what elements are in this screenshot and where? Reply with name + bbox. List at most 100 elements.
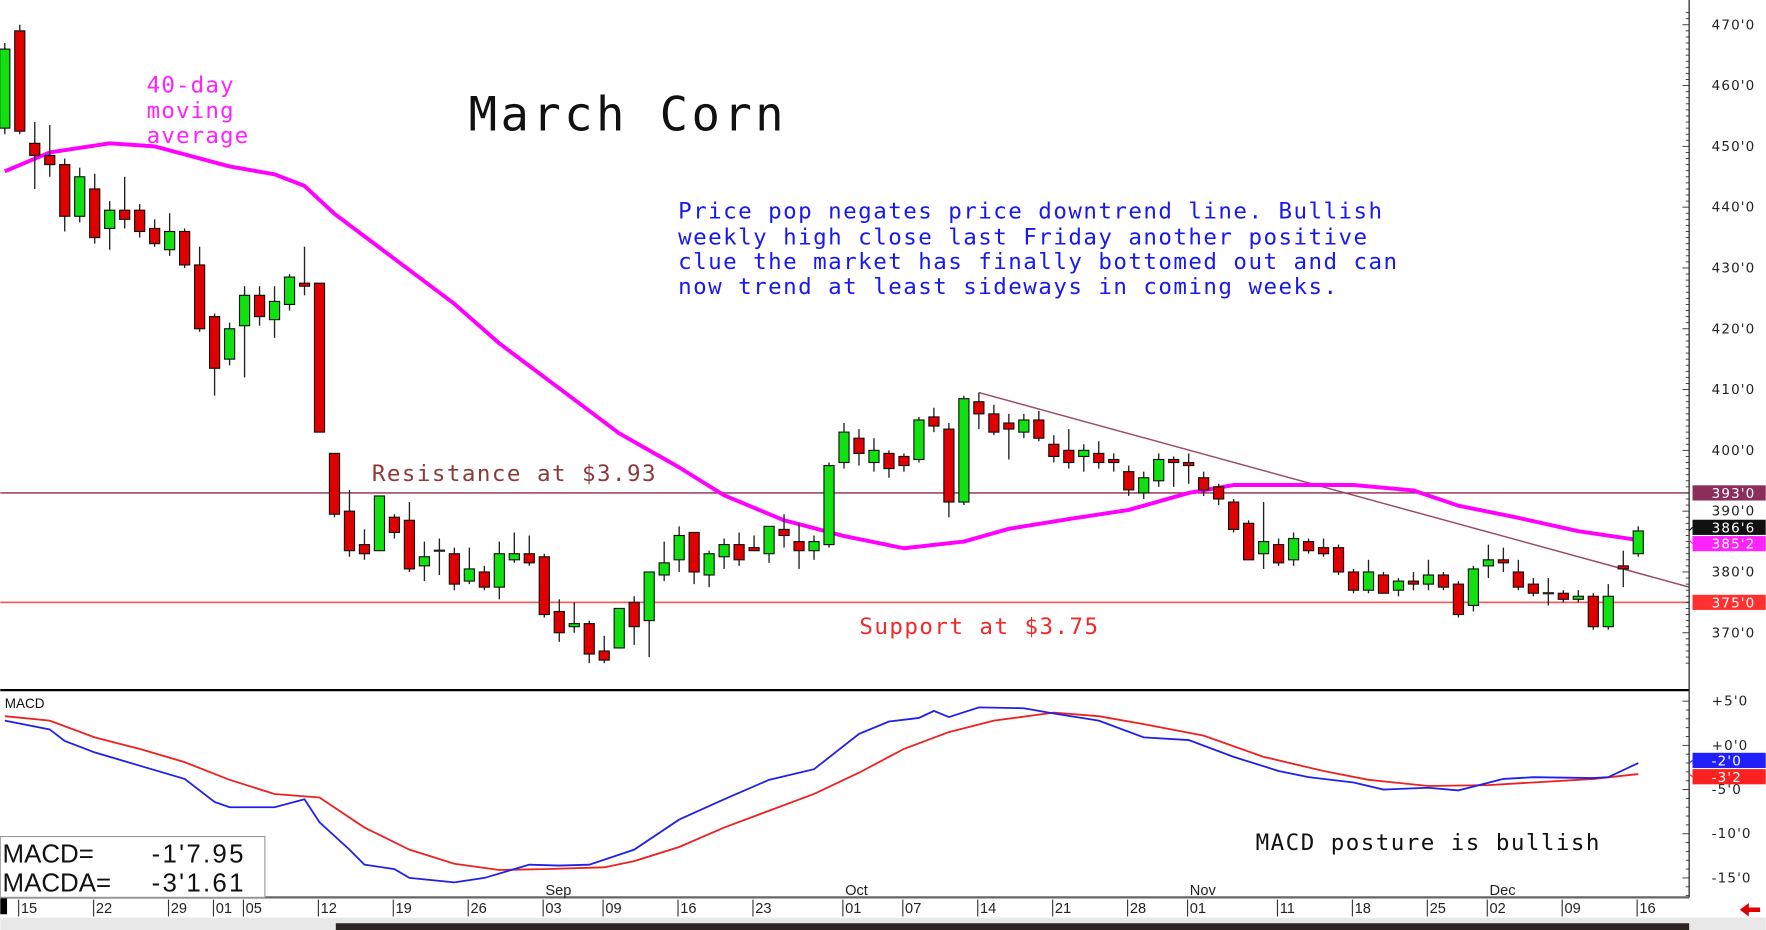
candle	[718, 538, 730, 569]
candle-body	[164, 230, 176, 251]
annotation-line: Price pop negates price downtrend line. …	[678, 198, 1383, 224]
annotation-text: Price pop negates price downtrend line. …	[678, 198, 1397, 299]
horizontal-scrollbar[interactable]	[335, 923, 1690, 930]
macd-signal-line	[4, 711, 1639, 871]
candle	[1123, 465, 1135, 496]
candle-body	[793, 540, 805, 552]
price-tick-label: 430'0	[1712, 260, 1756, 276]
candle	[1572, 590, 1584, 603]
candle-body	[89, 188, 101, 239]
date-tick-label: 02	[1490, 901, 1506, 917]
candle-body	[1362, 571, 1375, 591]
macd-tag-bg	[1692, 769, 1766, 785]
candle	[178, 228, 191, 268]
candle-body	[134, 209, 146, 233]
price-tag-bg	[1692, 485, 1766, 501]
candle-body	[358, 544, 371, 555]
month-label: Oct	[845, 883, 868, 899]
candle	[958, 395, 970, 506]
candle	[988, 404, 1000, 436]
candle-body	[1302, 540, 1315, 552]
month-label: Nov	[1190, 883, 1217, 899]
candle-body	[688, 531, 700, 573]
candle	[1347, 568, 1360, 594]
candle	[1557, 590, 1569, 603]
scroll-start-marker[interactable]	[0, 898, 8, 915]
candle-body	[1572, 595, 1584, 600]
candle-body	[1512, 571, 1524, 588]
price-tick-label: 380'0	[1712, 564, 1756, 580]
candle-body	[0, 48, 11, 129]
candle-body	[703, 553, 715, 576]
candle	[808, 535, 820, 560]
date-tick-label: 18	[1355, 901, 1371, 917]
candle	[1198, 471, 1210, 496]
macd-tick-label: -10'0	[1712, 826, 1752, 842]
date-tick-label: 25	[1430, 901, 1446, 917]
date-tick-label: 26	[470, 901, 486, 917]
macd-tag-leader	[1688, 759, 1693, 764]
candle-body	[778, 528, 790, 537]
price-tag: 375'0	[1712, 595, 1756, 611]
candle	[1168, 456, 1180, 487]
candle-body	[1048, 443, 1060, 458]
candle	[1018, 413, 1030, 439]
candle	[883, 450, 895, 478]
candle-body	[298, 282, 311, 287]
candle-body	[1272, 544, 1285, 564]
price-tag-bg	[1692, 594, 1766, 610]
candle	[733, 532, 745, 566]
candle-body	[343, 510, 356, 552]
candle-body	[658, 562, 670, 576]
annotation-line: weekly high close last Friday another po…	[678, 224, 1368, 250]
candle-body	[403, 519, 416, 570]
macd-tick-label: -5'0	[1712, 782, 1742, 798]
candle	[388, 514, 401, 539]
candle-body	[928, 416, 940, 427]
candle	[1482, 544, 1495, 579]
candle	[1377, 571, 1390, 594]
candle	[283, 274, 296, 311]
candle-body	[313, 282, 326, 433]
date-tick-label: 09	[605, 901, 621, 917]
candle-body	[1422, 574, 1435, 585]
candle	[0, 43, 11, 135]
candle-body	[448, 553, 460, 585]
candle-body	[238, 294, 251, 327]
candle-body	[973, 401, 985, 415]
candle-body	[74, 176, 86, 217]
candle	[119, 176, 131, 229]
date-tick-label: 14	[980, 901, 996, 917]
macd-tick-label: +5'0	[1712, 694, 1749, 710]
candle	[913, 416, 925, 463]
candle-body	[178, 230, 191, 266]
candle-body	[613, 607, 625, 649]
candle	[1228, 499, 1240, 533]
price-tag-leader	[1688, 526, 1693, 532]
candle-body	[1198, 477, 1210, 491]
candle	[1257, 502, 1270, 569]
candle	[748, 535, 760, 552]
macd-tag-leader	[1688, 773, 1693, 778]
date-tick-label: 01	[216, 901, 232, 917]
candle	[358, 529, 371, 560]
candle	[1213, 483, 1225, 506]
candle	[1033, 410, 1045, 442]
candle	[1272, 538, 1285, 566]
candle	[928, 407, 940, 433]
candle	[523, 535, 535, 566]
scroll-right-arrow-icon[interactable]	[1739, 902, 1761, 917]
support-label: Support at $3.75	[859, 614, 1099, 640]
candle	[823, 462, 835, 548]
candle	[1467, 565, 1480, 612]
candle	[688, 531, 700, 585]
candle	[538, 553, 550, 618]
candle	[943, 423, 955, 518]
date-tick-label: 01	[845, 901, 861, 917]
candle	[628, 596, 640, 645]
candle-body	[119, 209, 131, 220]
candle	[1587, 593, 1599, 630]
candle	[193, 246, 206, 332]
candle	[898, 453, 910, 472]
